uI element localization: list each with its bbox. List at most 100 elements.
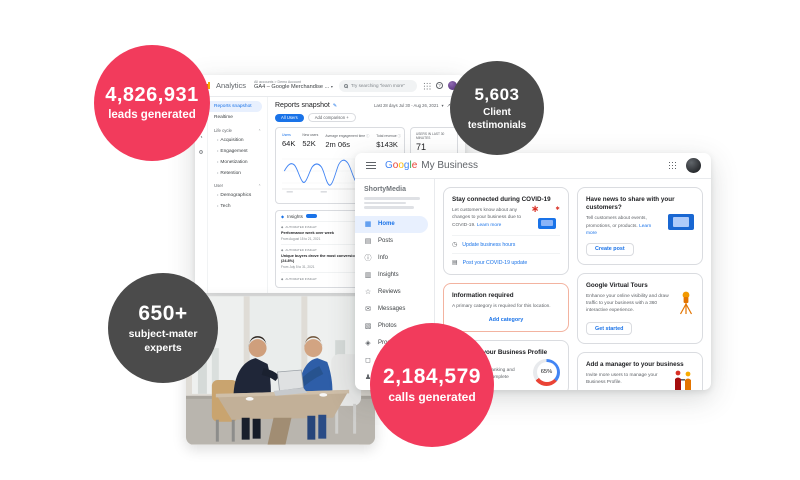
sidebar-item-reports-snapshot[interactable]: Reports snapshot xyxy=(208,101,262,112)
info-required-card: Information required A primary category … xyxy=(443,283,569,332)
chevron-down-icon: ▾ xyxy=(441,103,444,108)
add-comparison-chip[interactable]: Add comparison + xyxy=(307,113,356,122)
add-category-link[interactable]: Add category xyxy=(488,316,524,323)
sidebar-item-home[interactable]: ▦ Home xyxy=(355,215,428,233)
share-icon[interactable]: ↗ xyxy=(446,102,451,109)
metric-users[interactable]: Users 64K xyxy=(282,133,296,148)
calls-label: calls generated xyxy=(388,390,476,405)
analytics-app-title: Analytics xyxy=(216,81,247,90)
explore-icon[interactable]: ◔ xyxy=(199,135,203,141)
leads-label: leads generated xyxy=(108,108,196,121)
get-started-button[interactable]: Get started xyxy=(586,322,633,336)
apps-grid-icon[interactable] xyxy=(668,161,677,170)
news-illustration xyxy=(668,214,694,231)
metric-total-revenue[interactable]: Total revenue ⓘ $143K xyxy=(376,134,401,149)
create-post-button[interactable]: Create post xyxy=(586,242,634,256)
completion-donut: 65% xyxy=(533,358,560,386)
configure-icon[interactable]: ⚙ xyxy=(198,150,204,156)
edit-icon[interactable]: ✎ xyxy=(332,102,338,109)
help-icon[interactable]: ? xyxy=(436,82,443,89)
sidebar-item-photos[interactable]: ▧ Photos xyxy=(364,323,397,331)
clock-icon: ◷ xyxy=(452,242,458,249)
leads-generated-badge: 4,826,931 leads generated xyxy=(94,45,210,161)
calls-value: 2,184,579 xyxy=(383,365,481,389)
avatar[interactable] xyxy=(686,158,701,173)
insights-header: Insights xyxy=(287,213,303,219)
manager-card-body: Invite more users to manage your Busines… xyxy=(586,373,658,386)
experts-badge: 650+ subject-mater experts xyxy=(108,273,218,383)
learn-more-link[interactable]: Learn more xyxy=(586,223,652,236)
sidebar-item-realtime[interactable]: Realtime xyxy=(214,115,233,120)
metric-new-users[interactable]: New users 52K xyxy=(302,133,319,148)
analytics-sidebar: Reports snapshot Realtime Life cycle ⌃ Ac… xyxy=(208,97,268,293)
menu-icon[interactable] xyxy=(366,164,376,167)
update-hours-action[interactable]: ◷ Update business hours xyxy=(452,235,560,248)
website-icon: ◻ xyxy=(365,357,371,365)
virus-icon: ∗ xyxy=(554,206,560,213)
calls-generated-badge: 2,184,579 calls generated xyxy=(370,323,494,447)
camera-tripod-illustration xyxy=(679,291,693,315)
collapse-icon[interactable]: ⌃ xyxy=(258,183,261,188)
laptop-icon xyxy=(538,218,556,230)
products-icon: ◈ xyxy=(365,340,371,348)
sidebar-item-tech[interactable]: Tech xyxy=(208,200,267,211)
apps-grid-icon[interactable] xyxy=(423,81,431,90)
info-required-body: A primary category is required for this … xyxy=(452,304,551,310)
sidebar-item-acquisition[interactable]: Acquisition xyxy=(208,134,267,145)
reviews-icon: ☆ xyxy=(364,289,372,297)
sidebar-item-messages[interactable]: ✉ Messages xyxy=(365,306,406,314)
experts-label-line1: subject-mater xyxy=(128,327,198,340)
sidebar-item-retention[interactable]: Retention xyxy=(208,167,267,178)
search-input[interactable]: Try searching "learn more" xyxy=(338,79,417,92)
metric-avg-engagement[interactable]: Average engagement time ⓘ 2m 06s xyxy=(325,134,370,149)
covid-post-action[interactable]: ▤ Post your COVID-19 update xyxy=(452,253,560,266)
testimonials-badge: 5,603 Client testimonials xyxy=(450,61,544,155)
virtual-tours-card: Google Virtual Tours Enhance your online… xyxy=(577,272,703,345)
search-placeholder: Try searching "learn more" xyxy=(350,83,405,88)
sidebar-item-demographics[interactable]: Demographics xyxy=(208,189,267,200)
business-address xyxy=(364,197,425,209)
messages-icon: ✉ xyxy=(365,306,371,314)
leads-value: 4,826,931 xyxy=(105,83,199,106)
news-card-title: Have news to share with your customers? xyxy=(586,196,675,212)
covid-card: Stay connected during COVID-19 Let custo… xyxy=(443,187,569,276)
date-range-label: Last 28 days Jul 30 - Aug 26, 2021 xyxy=(373,103,439,108)
sidebar-item-info[interactable]: ⓘ Info xyxy=(364,255,389,263)
sidebar-item-monetization[interactable]: Monetization xyxy=(208,156,267,167)
sidebar-item-insights[interactable]: ▥ Insights xyxy=(364,272,399,280)
sidebar-item-reviews[interactable]: ☆ Reviews xyxy=(364,289,401,297)
comparison-chip[interactable]: All Users xyxy=(275,113,304,122)
profile-card-title: Complete your Business Profile xyxy=(452,348,548,356)
insights-icon: ▥ xyxy=(364,272,372,280)
experts-label-line2: experts xyxy=(144,342,182,354)
bolt-icon: ◆ xyxy=(281,225,284,229)
tours-card-title: Google Virtual Tours xyxy=(586,281,648,289)
realtime-title: USERS IN LAST 30 MINUTES xyxy=(416,132,445,140)
business-name: ShortyMedia xyxy=(364,186,407,193)
add-manager-card: Add a manager to your business Invite mo… xyxy=(577,352,703,390)
posts-icon: ▤ xyxy=(364,238,372,246)
virus-icon: ∗ xyxy=(531,204,540,216)
insights-icon: ◆ xyxy=(281,213,285,219)
post-icon: ▤ xyxy=(452,260,458,267)
sidebar-item-posts[interactable]: ▤ Posts xyxy=(364,238,394,246)
realtime-value: 71 xyxy=(416,141,427,152)
news-card-body: Tell customers about events, promotions,… xyxy=(586,216,647,229)
avatar[interactable] xyxy=(448,81,457,90)
learn-more-link[interactable]: Learn more xyxy=(476,222,502,228)
covid-card-title: Stay connected during COVID-19 xyxy=(452,196,551,203)
home-icon: ▦ xyxy=(364,221,372,229)
tours-card-body: Enhance your online visibility and draw … xyxy=(586,294,669,314)
account-path: All accounts > Demo Account xyxy=(254,80,301,85)
account-switcher[interactable]: All accounts > Demo Account GA4 – Google… xyxy=(254,80,333,91)
info-icon: ⓘ xyxy=(366,134,370,138)
date-range-picker[interactable]: Last 28 days Jul 30 - Aug 26, 2021 ▾ ↗ ↧ xyxy=(374,103,458,109)
collapse-icon[interactable]: ⌃ xyxy=(258,128,261,133)
testimonials-label-line1: Client xyxy=(483,106,511,118)
completion-percent: 65% xyxy=(540,369,553,376)
sidebar-item-engagement[interactable]: Engagement xyxy=(208,145,267,156)
analytics-topbar: Analytics All accounts > Demo Account GA… xyxy=(195,75,465,97)
